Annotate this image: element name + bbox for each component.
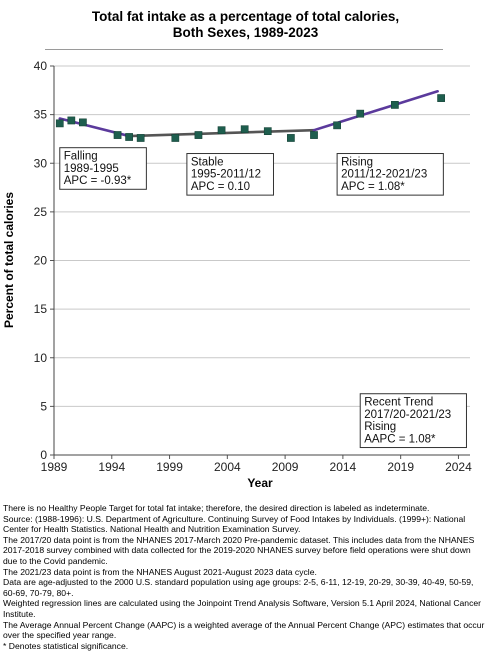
data-point (67, 116, 76, 125)
data-point (55, 119, 64, 128)
data-point (136, 134, 145, 142)
annotation-line: 2017/20-2021/23 (364, 409, 451, 421)
data-point (171, 134, 180, 142)
x-tick-label: 2009 (272, 460, 299, 474)
x-tick-label: 2024 (445, 460, 472, 474)
axes (50, 65, 470, 459)
data-point (310, 131, 318, 139)
data-point (194, 131, 203, 139)
x-tick-label: 1999 (156, 460, 183, 474)
data-points (55, 94, 445, 142)
annotation-frame (186, 153, 274, 196)
x-tick-label: 2014 (330, 460, 357, 474)
data-point (263, 127, 272, 136)
data-point (125, 133, 133, 141)
y-tick-label: 40 (34, 59, 48, 73)
data-point (113, 131, 122, 139)
annotation-line: 1989-1995 (64, 163, 119, 175)
annotation-frame (336, 153, 444, 196)
y-tick-label: 15 (34, 302, 48, 316)
annotation-line: AAPC = 1.08* (364, 433, 436, 445)
footnote-3: The 2021/23 data point is from the NHANE… (3, 566, 317, 577)
y-tick-label: 30 (34, 156, 48, 170)
data-point (217, 126, 226, 135)
fat-intake-chart: 0 5 10 15 20 25 30 35 40 1989 1994 1999 2004 2009 2014… (2, 59, 472, 490)
annotation-frame (359, 393, 467, 449)
data-point (391, 101, 399, 109)
chart-title-line2: Both Sexes, 1989-2023 (172, 25, 319, 40)
y-tick-label: 25 (34, 205, 48, 219)
x-tick-label: 1994 (98, 460, 125, 474)
annotation-line: Falling (64, 151, 98, 163)
y-tick-label: 35 (34, 108, 48, 122)
annotation-line: Stable (191, 157, 224, 169)
x-tick-label: 2019 (387, 460, 414, 474)
data-point (79, 118, 87, 127)
y-axis-label: Percent of total calories (2, 192, 16, 328)
annotation-line: APC = 1.08* (341, 181, 405, 193)
chart-title: Total fat intake as a percentage of tota… (0, 9, 491, 41)
footnote-0: There is no Healthy People Target for to… (3, 503, 430, 513)
data-point (356, 109, 365, 118)
y-tick-label: 20 (34, 254, 48, 268)
footnotes: There is no Healthy People Target for to… (3, 503, 487, 651)
y-tick-label: 5 (40, 399, 47, 413)
data-point (287, 134, 295, 142)
data-point (437, 94, 445, 102)
data-point (333, 121, 341, 130)
data-point (240, 125, 249, 134)
chart-title-line1: Total fat intake as a percentage of tota… (91, 9, 400, 24)
footnote-6: The Average Annual Percent Change (AAPC)… (3, 619, 485, 641)
y-tick-label: 10 (34, 351, 48, 365)
footnote-5: Weighted regression lines are calculated… (3, 598, 482, 619)
x-tick-label: 2004 (214, 460, 241, 474)
annotation-line: Recent Trend (364, 397, 433, 409)
annotation-line: APC = -0.93* (64, 175, 132, 187)
tick-labels: 0 5 10 15 20 25 30 35 40 1989 1994 1999 2004 2009 2014… (34, 59, 472, 474)
annotation-line: APC = 0.10 (191, 181, 250, 193)
annotation-line: Rising (364, 421, 396, 433)
annotation-frame (59, 147, 147, 190)
y-tick-label: 0 (40, 448, 47, 462)
annotation-line: 1995-2011/12 (191, 169, 261, 181)
footnote-4: Data are age-adjusted to the 2000 U.S. s… (3, 577, 474, 598)
x-axis-label: Year (247, 476, 273, 490)
annotation-line: 2011/12-2021/23 (341, 169, 427, 181)
annotation-line: Rising (341, 157, 373, 169)
x-tick-label: 1989 (41, 460, 68, 474)
footnote-1: Source: (1988-1996): U.S. Department of … (3, 513, 466, 535)
footnote-2: The 2017/20 data point is from the NHANE… (3, 534, 475, 566)
title-divider (45, 49, 443, 50)
